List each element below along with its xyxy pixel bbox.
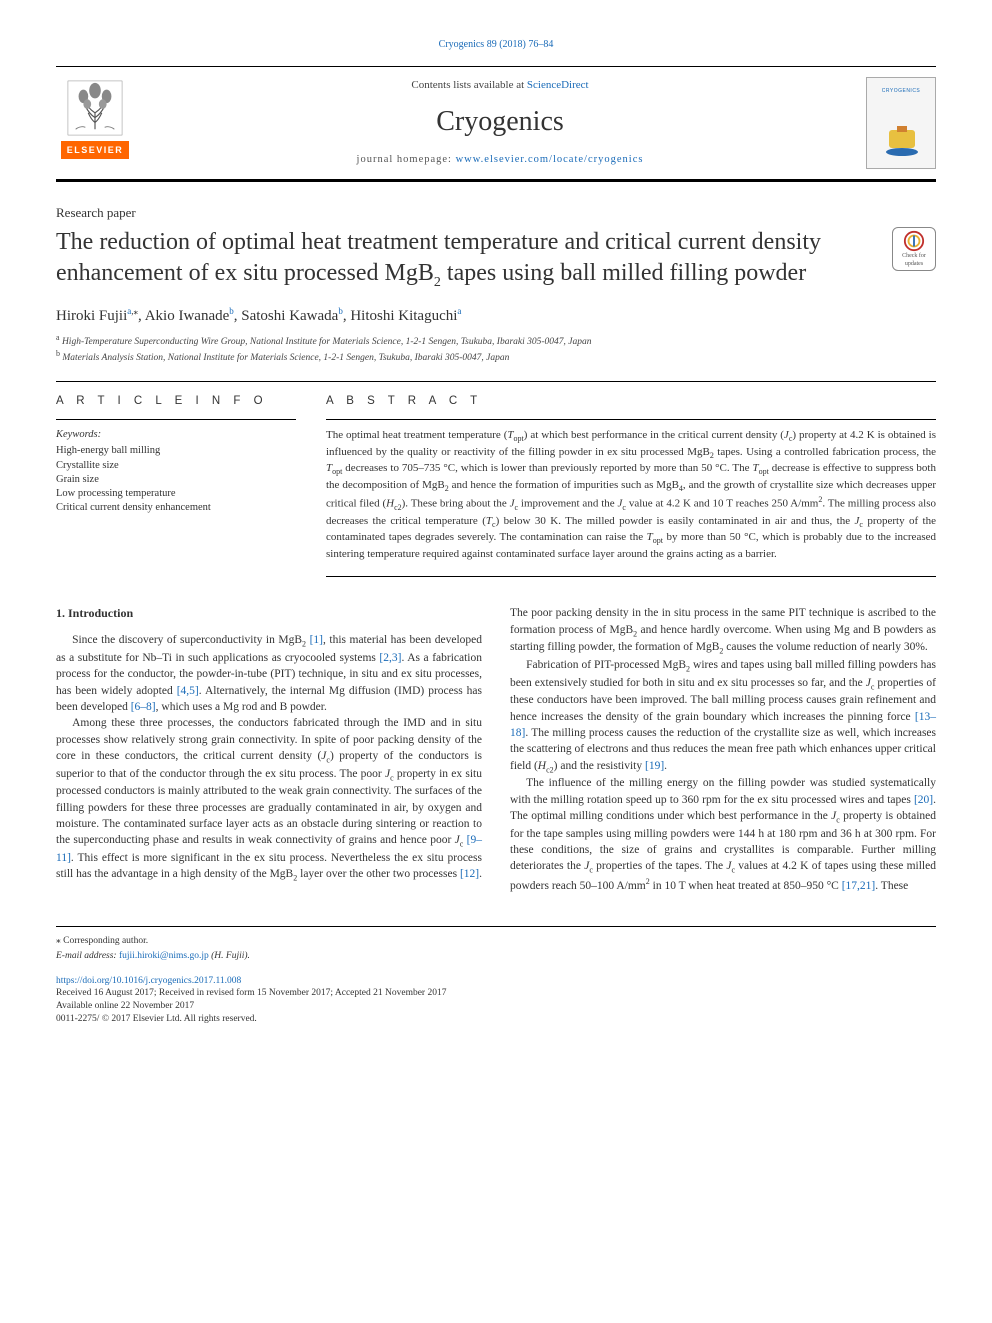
top-citation: Cryogenics 89 (2018) 76–84 [56, 38, 936, 52]
cite-link[interactable]: [6–8] [131, 701, 156, 713]
history-line: Received 16 August 2017; Received in rev… [56, 987, 936, 1000]
body-para: The influence of the milling energy on t… [510, 775, 936, 894]
cite-link[interactable]: [17,21] [842, 880, 876, 892]
journal-cover-thumb: CRYOGENICS [866, 77, 936, 169]
affiliations: a High-Temperature Superconducting Wire … [56, 333, 936, 365]
cite-link[interactable]: [1] [310, 634, 323, 646]
author: Akio Iwanadeb [145, 308, 234, 324]
email-line: E-mail address: fujii.hiroki@nims.go.jp … [56, 950, 936, 963]
masthead: ELSEVIER Contents lists available at Sci… [56, 66, 936, 182]
section-heading: 1. Introduction [56, 605, 482, 622]
body-text: 1. Introduction Since the discovery of s… [56, 605, 936, 894]
contents-prefix: Contents lists available at [411, 79, 526, 91]
keyword: Critical current density enhancement [56, 501, 296, 515]
homepage-prefix: journal homepage: [357, 154, 456, 165]
footer: ⁎ Corresponding author. E-mail address: … [56, 926, 936, 1026]
crossmark-text1: Check for [902, 252, 926, 260]
keyword: Low processing temperature [56, 487, 296, 501]
body-para: Fabrication of PIT-processed MgB2 wires … [510, 657, 936, 775]
rule [326, 419, 936, 420]
elsevier-logo: ELSEVIER [56, 79, 134, 167]
cite-link[interactable]: [2,3] [379, 652, 401, 664]
author-name: Akio Iwanade [145, 308, 230, 324]
affil-a-text: High-Temperature Superconducting Wire Gr… [62, 337, 592, 347]
title-sub: 2 [434, 275, 441, 290]
rule [56, 381, 936, 382]
author-name: Hiroki Fujii [56, 308, 127, 324]
doi-link[interactable]: https://doi.org/10.1016/j.cryogenics.201… [56, 975, 936, 988]
cover-band-text: CRYOGENICS [871, 88, 931, 95]
abstract-head: A B S T R A C T [326, 394, 936, 410]
article-info-head: A R T I C L E I N F O [56, 394, 296, 410]
authors-line: Hiroki Fujiia,⁎, Akio Iwanadeb, Satoshi … [56, 305, 936, 326]
elsevier-wordmark: ELSEVIER [61, 141, 130, 159]
author-affil-link[interactable]: b [229, 306, 234, 316]
article-info-column: A R T I C L E I N F O Keywords: High-ene… [56, 394, 296, 578]
email-label: E-mail address: [56, 951, 119, 961]
corresponding-note: ⁎ Corresponding author. [56, 935, 936, 948]
cite-link[interactable]: [4,5] [177, 685, 199, 697]
homepage-line: journal homepage: www.elsevier.com/locat… [134, 153, 866, 167]
sciencedirect-link[interactable]: ScienceDirect [527, 79, 589, 91]
cite-link[interactable]: [13–18] [510, 711, 936, 739]
journal-name: Cryogenics [134, 103, 866, 141]
keyword: High-energy ball milling [56, 444, 296, 458]
cover-art-icon [879, 124, 925, 160]
author-affil-link[interactable]: b [338, 306, 343, 316]
crossmark-text2: updates [905, 260, 923, 268]
elsevier-tree-icon [66, 79, 124, 137]
keyword: Crystallite size [56, 459, 296, 473]
abstract-column: A B S T R A C T The optimal heat treatme… [326, 394, 936, 578]
crossmark-icon [903, 230, 925, 252]
author: Satoshi Kawadab [241, 308, 343, 324]
masthead-center: Contents lists available at ScienceDirec… [134, 78, 866, 167]
crossmark-badge[interactable]: Check for updates [892, 227, 936, 271]
cite-link[interactable]: [20] [914, 794, 933, 806]
rule [326, 576, 936, 577]
contents-line: Contents lists available at ScienceDirec… [134, 78, 866, 93]
cite-link[interactable]: [12] [460, 868, 479, 880]
affiliation-a: a High-Temperature Superconducting Wire … [56, 333, 936, 349]
cite-link[interactable]: [19] [645, 760, 664, 772]
keyword: Grain size [56, 473, 296, 487]
author-name: Hitoshi Kitaguchi [350, 308, 457, 324]
author-name: Satoshi Kawada [241, 308, 338, 324]
rule [56, 419, 296, 420]
paper-type: Research paper [56, 204, 936, 222]
email-name: (H. Fujii). [209, 951, 250, 961]
author: Hiroki Fujiia,⁎ [56, 308, 138, 324]
paper-title: The reduction of optimal heat treatment … [56, 227, 836, 291]
affiliation-b: b Materials Analysis Station, National I… [56, 349, 936, 365]
body-para: Since the discovery of superconductivity… [56, 632, 482, 715]
email-link[interactable]: fujii.hiroki@nims.go.jp [119, 951, 209, 961]
author-affil-link[interactable]: a [457, 306, 461, 316]
corr-marker: ,⁎ [131, 306, 138, 316]
title-part2: tapes using ball milled filling powder [441, 260, 806, 286]
online-line: Available online 22 November 2017 [56, 1000, 936, 1013]
keywords-label: Keywords: [56, 428, 296, 442]
top-citation-link[interactable]: Cryogenics 89 (2018) 76–84 [439, 39, 554, 50]
author: Hitoshi Kitaguchia [350, 308, 461, 324]
homepage-link[interactable]: www.elsevier.com/locate/cryogenics [456, 154, 644, 165]
cite-link[interactable]: [9–11] [56, 834, 482, 864]
affil-b-text: Materials Analysis Station, National Ins… [62, 353, 509, 363]
copyright-line: 0011-2275/ © 2017 Elsevier Ltd. All righ… [56, 1013, 936, 1026]
abstract-text: The optimal heat treatment temperature (… [326, 428, 936, 562]
